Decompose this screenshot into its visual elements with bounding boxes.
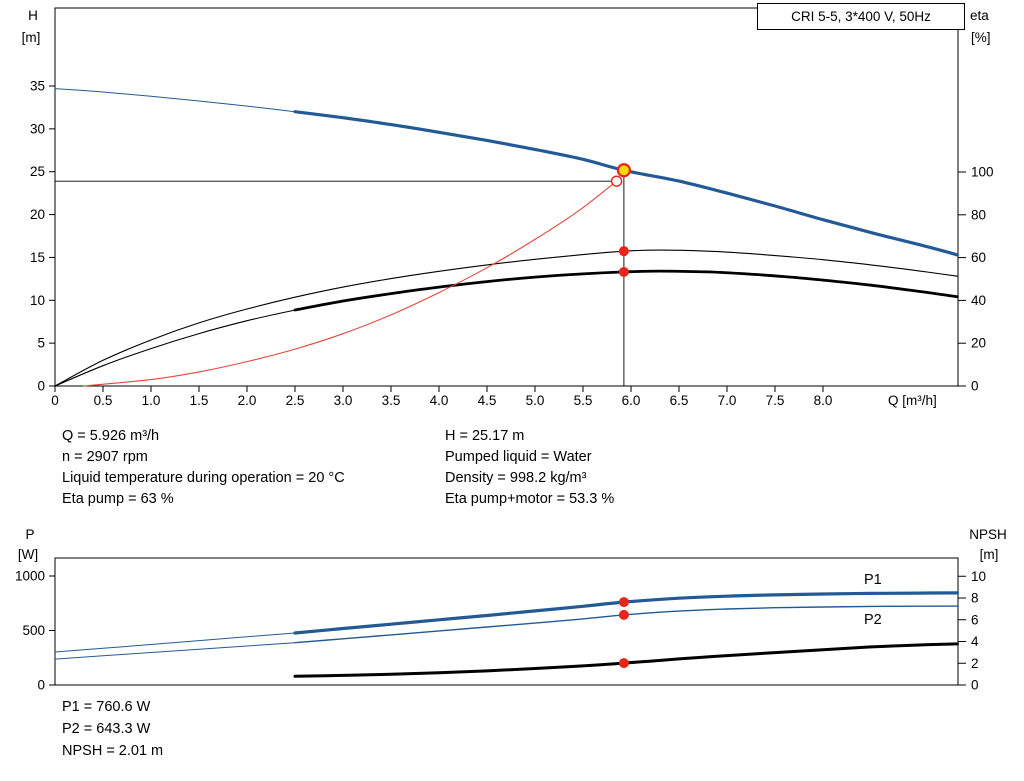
q-tick-label: 7.0 — [718, 393, 737, 408]
eta-tick-label: 40 — [971, 293, 986, 308]
q-tick-label: 0 — [51, 393, 59, 408]
eta-tick-label: 20 — [971, 336, 986, 351]
p-tick-label: 500 — [22, 623, 45, 638]
hq-curve — [293, 110, 959, 257]
info-line-eta-pump-motor: Eta pump+motor = 53.3 % — [445, 491, 615, 507]
q-tick-label: 0.5 — [94, 393, 113, 408]
npsh-axis-title: NPSH — [969, 527, 1007, 542]
h-tick-label: 25 — [30, 164, 45, 179]
q-tick-label: 5.0 — [526, 393, 545, 408]
eta-tick-label: 80 — [971, 207, 986, 222]
h-tick-label: 15 — [30, 250, 45, 265]
eta-pump-motor-curve — [293, 269, 959, 312]
info-line-eta-pump: Eta pump = 63 % — [62, 491, 174, 507]
eta-pump-motor-lead — [54, 309, 296, 387]
info-line-liquid: Pumped liquid = Water — [445, 449, 592, 465]
q-tick-label: 4.5 — [478, 393, 497, 408]
eta-tick-label: 100 — [971, 165, 994, 180]
info-line-density: Density = 998.2 kg/m³ — [445, 470, 587, 486]
info-line-p2: P2 = 643.3 W — [62, 721, 151, 737]
npsh-duty-dot — [618, 658, 629, 669]
q-tick-label: 3.5 — [382, 393, 401, 408]
p1-curve-label: P1 — [864, 572, 882, 588]
eta-pump-duty-dot — [618, 246, 629, 257]
q-tick-label: 1.5 — [190, 393, 209, 408]
h-tick-label: 5 — [37, 336, 45, 351]
h-tick-label: 30 — [30, 121, 45, 136]
h-tick-label: 35 — [30, 79, 45, 94]
q-axis-title: Q [m³/h] — [888, 393, 937, 408]
requested-duty-marker — [610, 175, 623, 187]
eta-pump-curve — [54, 249, 958, 387]
npsh-tick-label: 2 — [971, 656, 979, 671]
p-tick-label: 0 — [37, 678, 45, 693]
q-tick-label: 6.0 — [622, 393, 641, 408]
q-tick-label: 8.0 — [814, 393, 833, 408]
npsh-tick-label: 8 — [971, 591, 979, 606]
q-tick-label: 6.5 — [670, 393, 689, 408]
npsh-axis-unit: [m] — [980, 547, 999, 562]
info-line-npsh: NPSH = 2.01 m — [62, 743, 164, 759]
h-tick-label: 0 — [37, 379, 45, 394]
eta-tick-label: 0 — [971, 379, 979, 394]
npsh-tick-label: 6 — [971, 612, 979, 627]
q-tick-label: 3.0 — [334, 393, 353, 408]
p2-curve-lead — [54, 642, 296, 660]
q-tick-label: 1.0 — [142, 393, 161, 408]
q-tick-label: 2.0 — [238, 393, 257, 408]
duty-info-left: Q = 5.926 m³/h n = 2907 rpm Liquid tempe… — [62, 426, 345, 510]
system-curve — [83, 180, 618, 387]
pump-name: CRI 5-5, 3*400 V, 50Hz — [791, 9, 931, 24]
q-tick-label: 7.5 — [766, 393, 785, 408]
eta-axis-unit: [%] — [971, 30, 991, 45]
duty-info-right: H = 25.17 m Pumped liquid = Water Densit… — [445, 426, 614, 510]
h-tick-label: 20 — [30, 207, 45, 222]
q-tick-label: 5.5 — [574, 393, 593, 408]
p-tick-label: 1000 — [15, 569, 45, 584]
p2-duty-dot — [618, 609, 629, 620]
info-line-head: H = 25.17 m — [445, 428, 525, 444]
info-line-flow: Q = 5.926 m³/h — [62, 428, 160, 444]
info-line-p1: P1 = 760.6 W — [62, 699, 151, 715]
q-tick-label: 4.0 — [430, 393, 449, 408]
bottom-plot-frame — [54, 557, 959, 686]
p1-duty-dot — [618, 597, 629, 608]
h-axis-title: H — [28, 8, 38, 23]
h-tick-label: 10 — [30, 293, 45, 308]
npsh-tick-label: 10 — [971, 569, 986, 584]
q-tick-label: 2.5 — [286, 393, 305, 408]
pump-name-box: CRI 5-5, 3*400 V, 50Hz — [757, 3, 965, 30]
npsh-tick-label: 0 — [971, 678, 979, 693]
p2-curve-label: P2 — [864, 612, 882, 628]
p-axis-title: P — [25, 527, 34, 542]
p1-curve-lead — [54, 632, 296, 653]
top-plot-frame — [54, 7, 959, 387]
power-info: P1 = 760.6 W P2 = 643.3 W NPSH = 2.01 m — [62, 696, 163, 762]
eta-tick-label: 60 — [971, 250, 986, 265]
hq-curve-lead — [54, 88, 296, 113]
info-line-temperature: Liquid temperature during operation = 20… — [62, 470, 345, 486]
eta-motor-duty-dot — [618, 266, 629, 277]
npsh-tick-label: 4 — [971, 634, 979, 649]
p-axis-unit: [W] — [18, 547, 38, 562]
eta-axis-title: eta — [970, 8, 989, 23]
duty-point-marker — [616, 163, 631, 178]
h-axis-unit: [m] — [22, 30, 41, 45]
info-line-speed: n = 2907 rpm — [62, 449, 148, 465]
